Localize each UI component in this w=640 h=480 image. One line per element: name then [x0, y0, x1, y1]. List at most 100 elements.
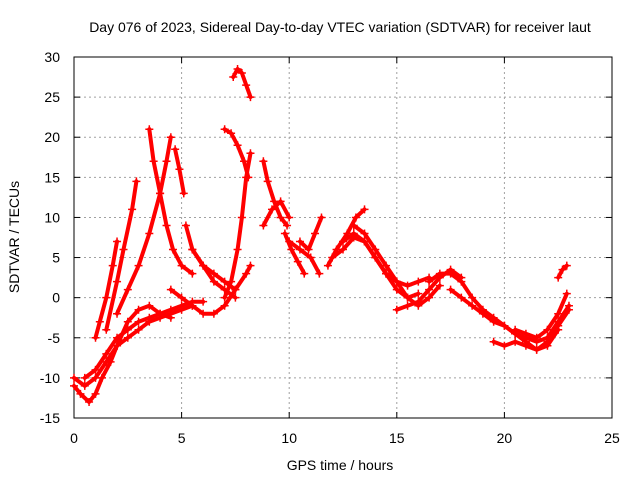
plot-frame [73, 56, 613, 419]
data-point [511, 337, 520, 346]
tick-labels: 0 5 10 15 20 25 -15 -10 -5 0 5 10 15 20 25 30 [40, 49, 620, 446]
y-tick-label: 5 [52, 250, 60, 266]
series-arc-e [102, 177, 141, 334]
series-arc-g [145, 125, 197, 278]
y-tick-label: 10 [44, 209, 60, 225]
data-point [323, 261, 332, 270]
data-point [543, 325, 552, 334]
data-point [102, 349, 111, 358]
data-point [446, 269, 455, 278]
data-point [119, 245, 128, 254]
data-point [227, 277, 236, 286]
data-point [91, 389, 100, 398]
data-point [177, 301, 186, 310]
data-point [435, 281, 444, 290]
data-point [166, 285, 175, 294]
data-point [267, 205, 276, 214]
data-point [123, 333, 132, 342]
data-point [188, 301, 197, 310]
data-point [242, 269, 251, 278]
data-point [562, 261, 571, 270]
data-point [76, 389, 85, 398]
data-point [70, 373, 78, 382]
data-point [145, 313, 154, 322]
x-tick-label: 25 [604, 430, 620, 446]
data-point [80, 373, 89, 382]
data-point [468, 293, 477, 302]
data-point [414, 297, 423, 306]
data-point [311, 229, 320, 238]
data-point [171, 145, 180, 154]
series-arc-s [295, 213, 326, 254]
data-point [175, 165, 184, 174]
data-point [349, 221, 358, 230]
data-point [285, 213, 294, 222]
data-point [145, 301, 154, 310]
data-point [156, 309, 165, 318]
data-point [328, 253, 337, 262]
x-tick-label: 5 [178, 430, 186, 446]
data-point [403, 301, 412, 310]
data-point [102, 293, 111, 302]
data-point [489, 337, 498, 346]
data-point [349, 229, 358, 238]
data-point [199, 261, 208, 270]
data-point [113, 237, 122, 246]
data-point [360, 229, 369, 238]
data-point [500, 321, 509, 330]
data-point [91, 373, 100, 382]
data-point [280, 229, 289, 238]
data-point [188, 269, 197, 278]
x-tick-label: 0 [70, 430, 78, 446]
data-point [240, 157, 249, 166]
data-point [285, 237, 294, 246]
x-tick-label: 15 [389, 430, 405, 446]
data-point [242, 81, 251, 90]
data-point [113, 277, 122, 286]
x-axis-label: GPS time / hours [287, 457, 394, 473]
data-point [134, 317, 143, 326]
data-point [304, 245, 313, 254]
data-point [113, 341, 122, 350]
axis-ticks [73, 56, 613, 419]
data-point [414, 277, 423, 286]
data-point [220, 293, 229, 302]
data-point [199, 297, 208, 306]
data-point [128, 205, 137, 214]
x-tick-label: 10 [281, 430, 297, 446]
data-point [209, 277, 218, 286]
data-point [554, 325, 563, 334]
data-point [134, 305, 143, 314]
data-point [558, 265, 567, 274]
series-arc-v [339, 229, 434, 290]
data-point [220, 125, 229, 134]
series-arc-w [349, 221, 444, 310]
data-point [403, 293, 412, 302]
data-point [91, 365, 100, 374]
data-point [521, 341, 530, 350]
data-point [564, 301, 573, 310]
data-point [237, 213, 246, 222]
data-point [468, 301, 477, 310]
data-point [199, 309, 208, 318]
data-point [233, 245, 242, 254]
data-point [95, 317, 104, 326]
data-point [162, 221, 171, 230]
data-point [392, 305, 401, 314]
series-arc-z [446, 285, 573, 346]
data-point [123, 325, 132, 334]
series-arc-o [259, 157, 292, 230]
data-point [339, 245, 347, 254]
series-line [298, 215, 324, 252]
series-arc-h [171, 145, 188, 198]
data-point [179, 189, 188, 198]
data-point [145, 125, 154, 134]
series-line [183, 223, 238, 292]
data-point [181, 221, 190, 230]
data-point [233, 141, 242, 150]
data-point [511, 325, 520, 334]
data-point [188, 245, 197, 254]
data-point [220, 301, 229, 310]
data-point [113, 309, 122, 318]
